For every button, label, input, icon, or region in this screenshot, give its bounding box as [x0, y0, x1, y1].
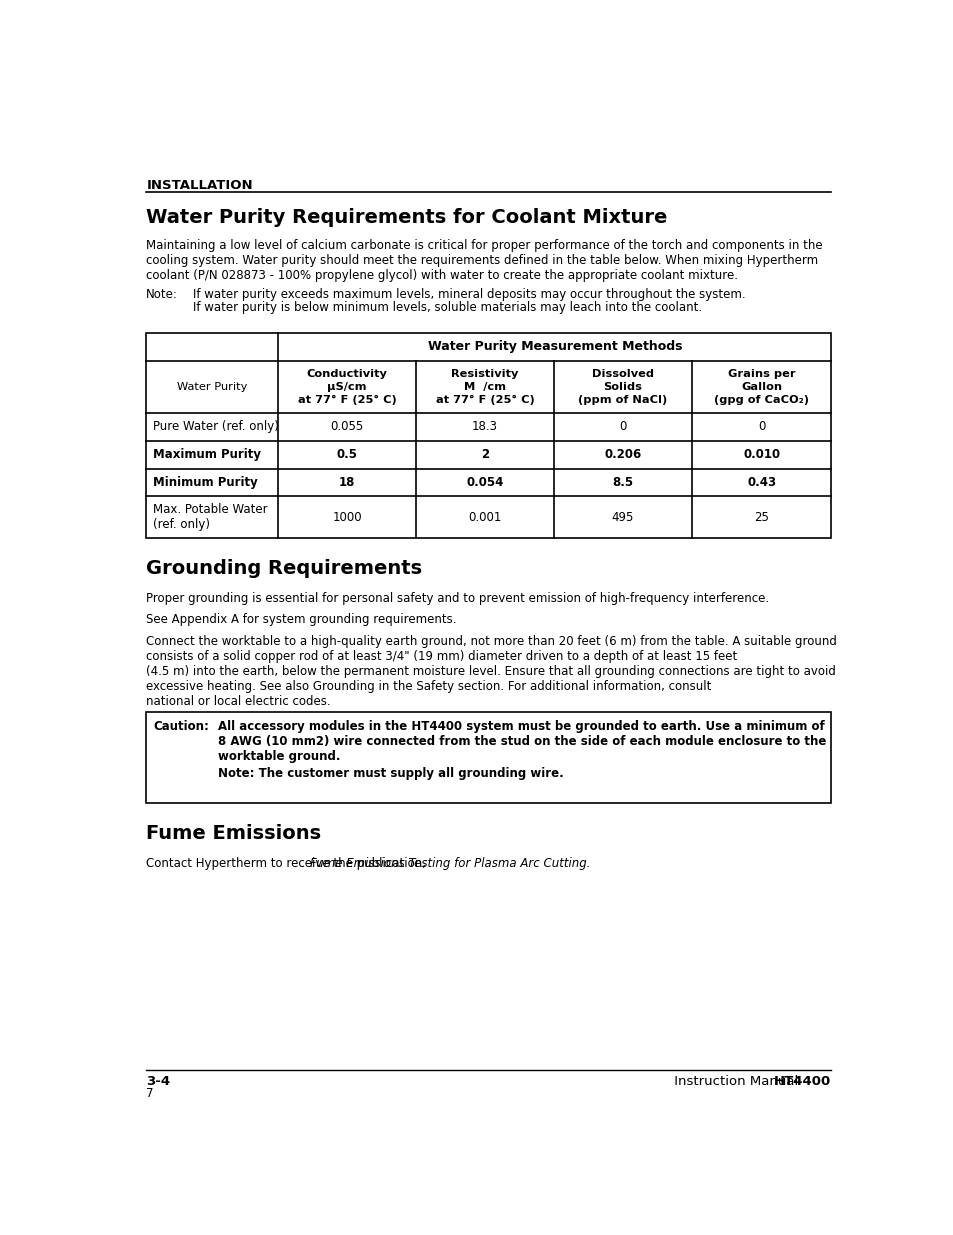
Text: If water purity is below minimum levels, soluble materials may leach into the co: If water purity is below minimum levels,…	[193, 300, 701, 314]
Text: Fume Emissions Testing for Plasma Arc Cutting.: Fume Emissions Testing for Plasma Arc Cu…	[310, 857, 590, 869]
Text: Water Purity Measurement Methods: Water Purity Measurement Methods	[427, 341, 681, 353]
Text: See Appendix A for system grounding requirements.: See Appendix A for system grounding requ…	[146, 614, 456, 626]
Text: 0.054: 0.054	[466, 475, 503, 489]
Text: 0.001: 0.001	[468, 510, 501, 524]
Text: Caution:: Caution:	[153, 720, 209, 732]
Text: Grains per
Gallon
(gpg of CaCO₂): Grains per Gallon (gpg of CaCO₂)	[714, 369, 808, 405]
Text: 18: 18	[338, 475, 355, 489]
Text: Note: The customer must supply all grounding wire.: Note: The customer must supply all groun…	[218, 767, 563, 781]
Text: Maintaining a low level of calcium carbonate is critical for proper performance : Maintaining a low level of calcium carbo…	[146, 240, 822, 282]
Text: 0.206: 0.206	[604, 448, 641, 461]
Bar	[146, 711, 831, 803]
Text: Water Purity: Water Purity	[177, 382, 247, 391]
Text: Max. Potable Water
(ref. only): Max. Potable Water (ref. only)	[152, 503, 267, 531]
Text: 495: 495	[611, 510, 634, 524]
Text: Connect the worktable to a high-quality earth ground, not more than 20 feet (6 m: Connect the worktable to a high-quality …	[146, 635, 837, 708]
Text: 0.43: 0.43	[746, 475, 776, 489]
Text: 25: 25	[754, 510, 768, 524]
Text: 0: 0	[758, 420, 764, 433]
Text: 3-4: 3-4	[146, 1074, 171, 1088]
Text: 8.5: 8.5	[612, 475, 633, 489]
Text: Note:: Note:	[146, 288, 178, 301]
Text: Grounding Requirements: Grounding Requirements	[146, 559, 422, 578]
Text: Fume Emissions: Fume Emissions	[146, 824, 321, 844]
Text: 0.010: 0.010	[742, 448, 780, 461]
Text: Maximum Purity: Maximum Purity	[152, 448, 260, 461]
Text: 1000: 1000	[332, 510, 361, 524]
Text: Pure Water (ref. only): Pure Water (ref. only)	[152, 420, 278, 433]
Text: 7: 7	[146, 1087, 153, 1100]
Text: All accessory modules in the HT4400 system must be grounded to earth. Use a mini: All accessory modules in the HT4400 syst…	[218, 720, 826, 762]
Text: Instruction Manual: Instruction Manual	[669, 1074, 797, 1088]
Text: 0.055: 0.055	[330, 420, 363, 433]
Text: INSTALLATION: INSTALLATION	[146, 179, 253, 191]
Text: Resistivity
M  /cm
at 77° F (25° C): Resistivity M /cm at 77° F (25° C)	[436, 368, 534, 405]
Text: 18.3: 18.3	[472, 420, 497, 433]
Text: 0.5: 0.5	[336, 448, 357, 461]
Text: Proper grounding is essential for personal safety and to prevent emission of hig: Proper grounding is essential for person…	[146, 592, 769, 605]
Text: Dissolved
Solids
(ppm of NaCl): Dissolved Solids (ppm of NaCl)	[578, 369, 667, 405]
Text: If water purity exceeds maximum levels, mineral deposits may occur throughout th: If water purity exceeds maximum levels, …	[193, 288, 744, 301]
Text: Conductivity
μS/cm
at 77° F (25° C): Conductivity μS/cm at 77° F (25° C)	[297, 368, 396, 405]
Text: HT4400: HT4400	[774, 1074, 831, 1088]
Text: 2: 2	[480, 448, 489, 461]
Text: Contact Hypertherm to receive the publication,: Contact Hypertherm to receive the public…	[146, 857, 430, 869]
Bar	[146, 333, 831, 537]
Text: 0: 0	[618, 420, 626, 433]
Text: Minimum Purity: Minimum Purity	[152, 475, 257, 489]
Text: Water Purity Requirements for Coolant Mixture: Water Purity Requirements for Coolant Mi…	[146, 209, 667, 227]
